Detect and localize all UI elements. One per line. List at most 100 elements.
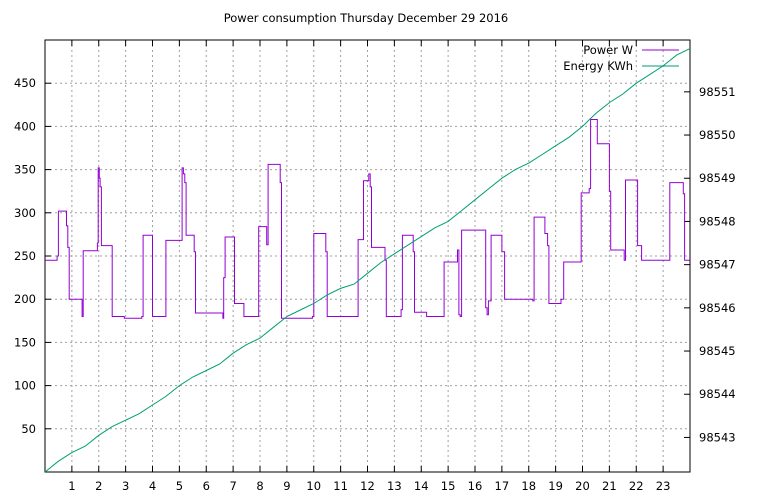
data-point (456, 261, 457, 262)
data-point (362, 239, 363, 240)
data-point (98, 167, 99, 168)
data-point (325, 251, 326, 252)
data-point (286, 316, 287, 317)
data-point (534, 217, 535, 218)
data-point (311, 318, 312, 319)
data-point (85, 446, 86, 447)
x-tick-label: 14 (414, 479, 429, 493)
data-point (99, 178, 100, 179)
data-point (65, 211, 66, 212)
data-point (257, 316, 258, 317)
data-point (186, 235, 187, 236)
data-point (669, 182, 670, 183)
y-tick-label: 400 (14, 119, 36, 133)
data-point (676, 55, 677, 56)
data-point (368, 173, 369, 174)
data-point (219, 363, 220, 364)
series-energy (44, 48, 691, 473)
data-point (442, 316, 443, 317)
data-point (491, 235, 492, 236)
data-point (649, 74, 650, 75)
y2-tick-label: 98545 (699, 344, 736, 358)
x-tick-label: 19 (548, 479, 563, 493)
data-point (681, 182, 682, 183)
data-point (223, 277, 224, 278)
data-point (192, 376, 193, 377)
data-point (402, 235, 403, 236)
data-point (125, 420, 126, 421)
grid (45, 40, 690, 472)
data-point (222, 318, 223, 319)
data-point (122, 316, 123, 317)
data-point (622, 93, 623, 94)
data-point (259, 338, 260, 339)
y2-tick-label: 98544 (699, 387, 736, 401)
data-point (66, 225, 67, 226)
data-point (97, 242, 98, 243)
data-point (367, 273, 368, 274)
data-point (425, 312, 426, 313)
data-point (448, 221, 449, 222)
data-point (265, 226, 266, 227)
data-point (380, 262, 381, 263)
data-point (112, 426, 113, 427)
data-point (487, 314, 488, 315)
data-point (543, 217, 544, 218)
data-point (383, 247, 384, 248)
data-point (300, 309, 301, 310)
x-tick-label: 18 (521, 479, 536, 493)
y2-tick-label: 98543 (699, 430, 736, 444)
y-tick-label: 300 (14, 206, 36, 220)
data-point (55, 260, 56, 261)
data-point (81, 299, 82, 300)
data-point (358, 239, 359, 240)
data-point (354, 284, 355, 285)
data-point (312, 316, 313, 317)
x-tick-label: 8 (256, 479, 263, 493)
data-point (96, 250, 97, 251)
data-point (394, 253, 395, 254)
data-point (371, 247, 372, 248)
data-point (548, 303, 549, 304)
data-point (474, 199, 475, 200)
data-point (151, 235, 152, 236)
data-point (504, 299, 505, 300)
data-point (581, 192, 582, 193)
data-point (689, 260, 690, 261)
data-point (457, 249, 458, 250)
data-point (407, 245, 408, 246)
data-point (426, 316, 427, 317)
data-point (242, 303, 243, 304)
data-point (112, 316, 113, 317)
x-tick-label: 22 (629, 479, 644, 493)
y-tick-label: 250 (14, 249, 36, 263)
data-point (273, 327, 274, 328)
x-axis: 1 2 3 4 5 6 7 8 9 10 11 12 13 14 15 16 17 18 19 20 21 22 23 (68, 40, 670, 493)
data-point (69, 299, 70, 300)
series-line (45, 119, 690, 319)
data-point (500, 235, 501, 236)
data-point (246, 344, 247, 345)
data-point (82, 316, 83, 317)
y2-tick-label: 98546 (699, 301, 736, 315)
data-point (57, 255, 58, 256)
series-power (45, 119, 690, 319)
x-tick-label: 4 (149, 479, 156, 493)
data-point (141, 316, 142, 317)
data-point (192, 235, 193, 236)
data-point (140, 318, 141, 319)
data-point (595, 119, 596, 120)
data-point (560, 299, 561, 300)
y-tick-label: 50 (21, 422, 36, 436)
data-point (559, 303, 560, 304)
data-point (542, 154, 543, 155)
data-point (532, 300, 533, 301)
data-point (280, 182, 281, 183)
x-tick-label: 11 (333, 479, 348, 493)
data-point (411, 235, 412, 236)
y-tick-label: 150 (14, 335, 36, 349)
data-point (461, 230, 462, 231)
x-tick-label: 3 (122, 479, 129, 493)
data-point (67, 247, 68, 248)
y-axis-left: 50 100 150 200 250 300 350 400 450 (14, 76, 51, 436)
